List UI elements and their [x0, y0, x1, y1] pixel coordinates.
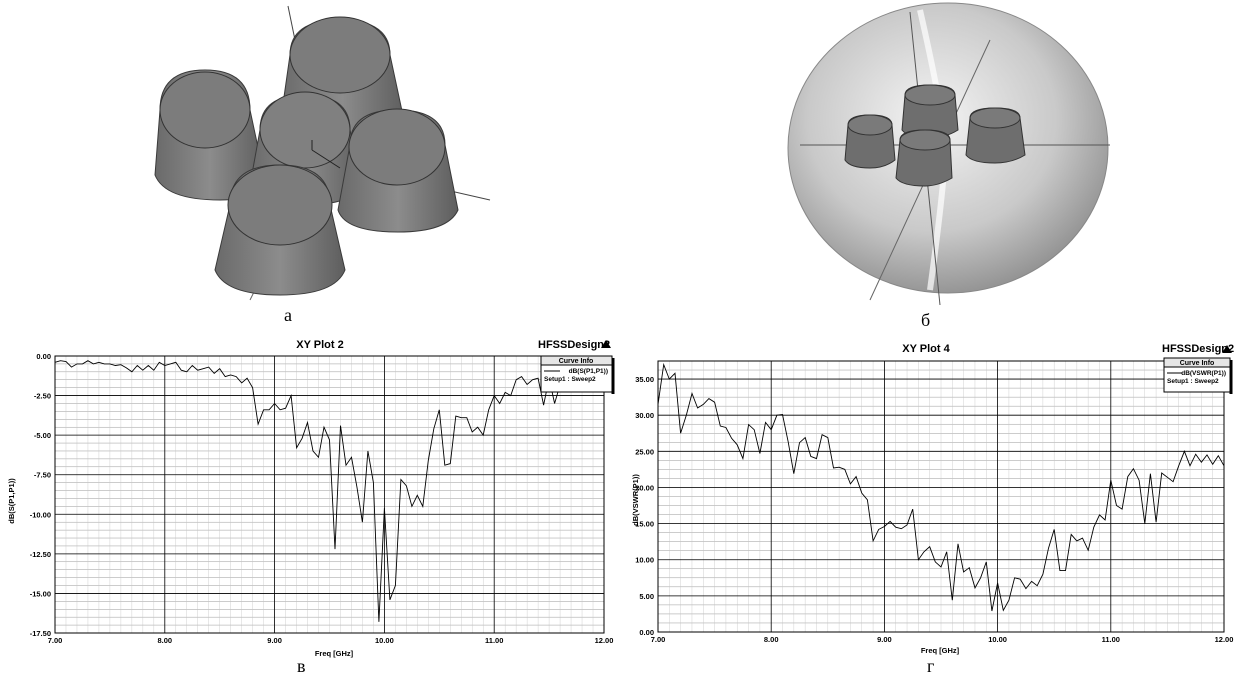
y-tick-label: -15.00 [30, 589, 51, 598]
y-tick-label: 30.00 [635, 411, 654, 420]
legend-box: Curve Info dB(S(P1,P1)) Setup1 : Sweep2 [540, 355, 615, 394]
x-axis-label: Freq [GHz] [315, 649, 354, 658]
plot-frame [54, 355, 605, 634]
x-tick-label: 11.00 [1102, 635, 1120, 644]
ansoft-logo-icon [1222, 345, 1232, 353]
y-tick-label: 10.00 [635, 556, 654, 565]
y-tick-label: 35.00 [635, 375, 654, 384]
y-axis-label: dB(S(P1,P1)) [7, 478, 16, 524]
x-tick-label: 7.00 [651, 635, 666, 644]
plot-grid [54, 355, 605, 634]
caption-b: б [921, 310, 931, 330]
design-name: HFSSDesign2 [538, 339, 610, 351]
plot-frame [657, 360, 1225, 633]
y-tick-label: 0.00 [639, 628, 654, 637]
xy-plot-2-svg: XY Plot 2 HFSSDesign2 0.00 -2.50 -5.00 -7.5… [7, 339, 615, 658]
x-axis-label: Freq [GHz] [921, 646, 960, 655]
radiation-pattern-render [780, 0, 1120, 310]
radiation-pattern-svg [787, 2, 1110, 306]
antenna-model-render [140, 0, 500, 305]
x-tick-label: 10.00 [375, 636, 394, 645]
y-tick-label: 0.00 [36, 352, 51, 361]
x-tick-label: 7.00 [48, 636, 63, 645]
legend-box: Curve Info dB(VSWR(P1)) Setup1 : Sweep2 [1163, 357, 1233, 394]
y-tick-label: -2.50 [34, 392, 51, 401]
plot-title: XY Plot 2 [296, 339, 343, 351]
x-tick-label: 10.00 [988, 635, 1007, 644]
legend-curve: dB(VSWR(P1)) [1181, 370, 1226, 377]
x-tick-label: 9.00 [877, 635, 892, 644]
x-tick-labels: 7.00 8.00 9.00 10.00 11.00 12.00 [48, 636, 614, 645]
series-line-vswr [657, 362, 1225, 612]
x-tick-label: 8.00 [764, 635, 779, 644]
y-tick-label: -10.00 [30, 510, 51, 519]
x-tick-label: 12.00 [1215, 635, 1234, 644]
legend-setup: Setup1 : Sweep2 [544, 376, 596, 383]
xy-plot-4: XY Plot 4 HFSSDesign2 0.00 5.00 10.00 15.00… [626, 340, 1236, 655]
y-tick-label: -12.50 [30, 550, 51, 559]
y-tick-label: 20.00 [635, 483, 654, 492]
x-tick-labels: 7.00 8.00 9.00 10.00 11.00 12.00 [651, 635, 1234, 644]
xy-plot-2: XY Plot 2 HFSSDesign2 0.00 -2.50 -5.00 -7.5… [0, 336, 620, 658]
y-tick-label: 5.00 [639, 592, 654, 601]
antenna-model-svg [154, 5, 491, 301]
x-tick-label: 11.00 [485, 636, 503, 645]
y-tick-label: -7.50 [34, 471, 51, 480]
legend-header: Curve Info [559, 358, 594, 365]
x-tick-label: 12.00 [595, 636, 614, 645]
caption-a: а [284, 305, 292, 325]
design-name: HFSSDesign2 [1162, 343, 1234, 355]
legend-header: Curve Info [1180, 360, 1215, 367]
x-tick-label: 9.00 [267, 636, 282, 645]
y-tick-labels: 0.00 -2.50 -5.00 -7.50 -10.00 -12.50 -15.00 -17… [30, 352, 51, 638]
caption-c: в [297, 656, 306, 676]
y-tick-label: -5.00 [34, 431, 51, 440]
plot-grid [657, 360, 1225, 633]
legend-setup: Setup1 : Sweep2 [1167, 378, 1219, 385]
x-tick-label: 8.00 [157, 636, 172, 645]
y-tick-labels: 0.00 5.00 10.00 15.00 20.00 25.00 30.00 35.00 [635, 375, 654, 637]
plot-title: XY Plot 4 [902, 343, 950, 355]
ansoft-logo-icon [601, 340, 611, 348]
y-axis-label: dB(VSWR(P1)) [631, 474, 640, 526]
xy-plot-4-svg: XY Plot 4 HFSSDesign2 0.00 5.00 10.00 15.00… [631, 343, 1234, 655]
y-tick-label: -17.50 [30, 629, 51, 638]
caption-d: г [927, 656, 935, 676]
y-tick-label: 25.00 [635, 447, 654, 456]
y-tick-label: 15.00 [635, 520, 654, 529]
legend-curve: dB(S(P1,P1)) [569, 368, 608, 375]
series-line-s11 [54, 360, 572, 622]
